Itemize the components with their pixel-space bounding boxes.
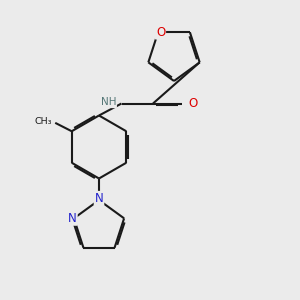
Text: N: N xyxy=(68,212,77,225)
Text: NH: NH xyxy=(100,97,116,107)
Text: N: N xyxy=(94,192,103,205)
Text: O: O xyxy=(156,26,165,39)
Text: CH₃: CH₃ xyxy=(34,117,52,126)
Text: O: O xyxy=(188,97,197,110)
